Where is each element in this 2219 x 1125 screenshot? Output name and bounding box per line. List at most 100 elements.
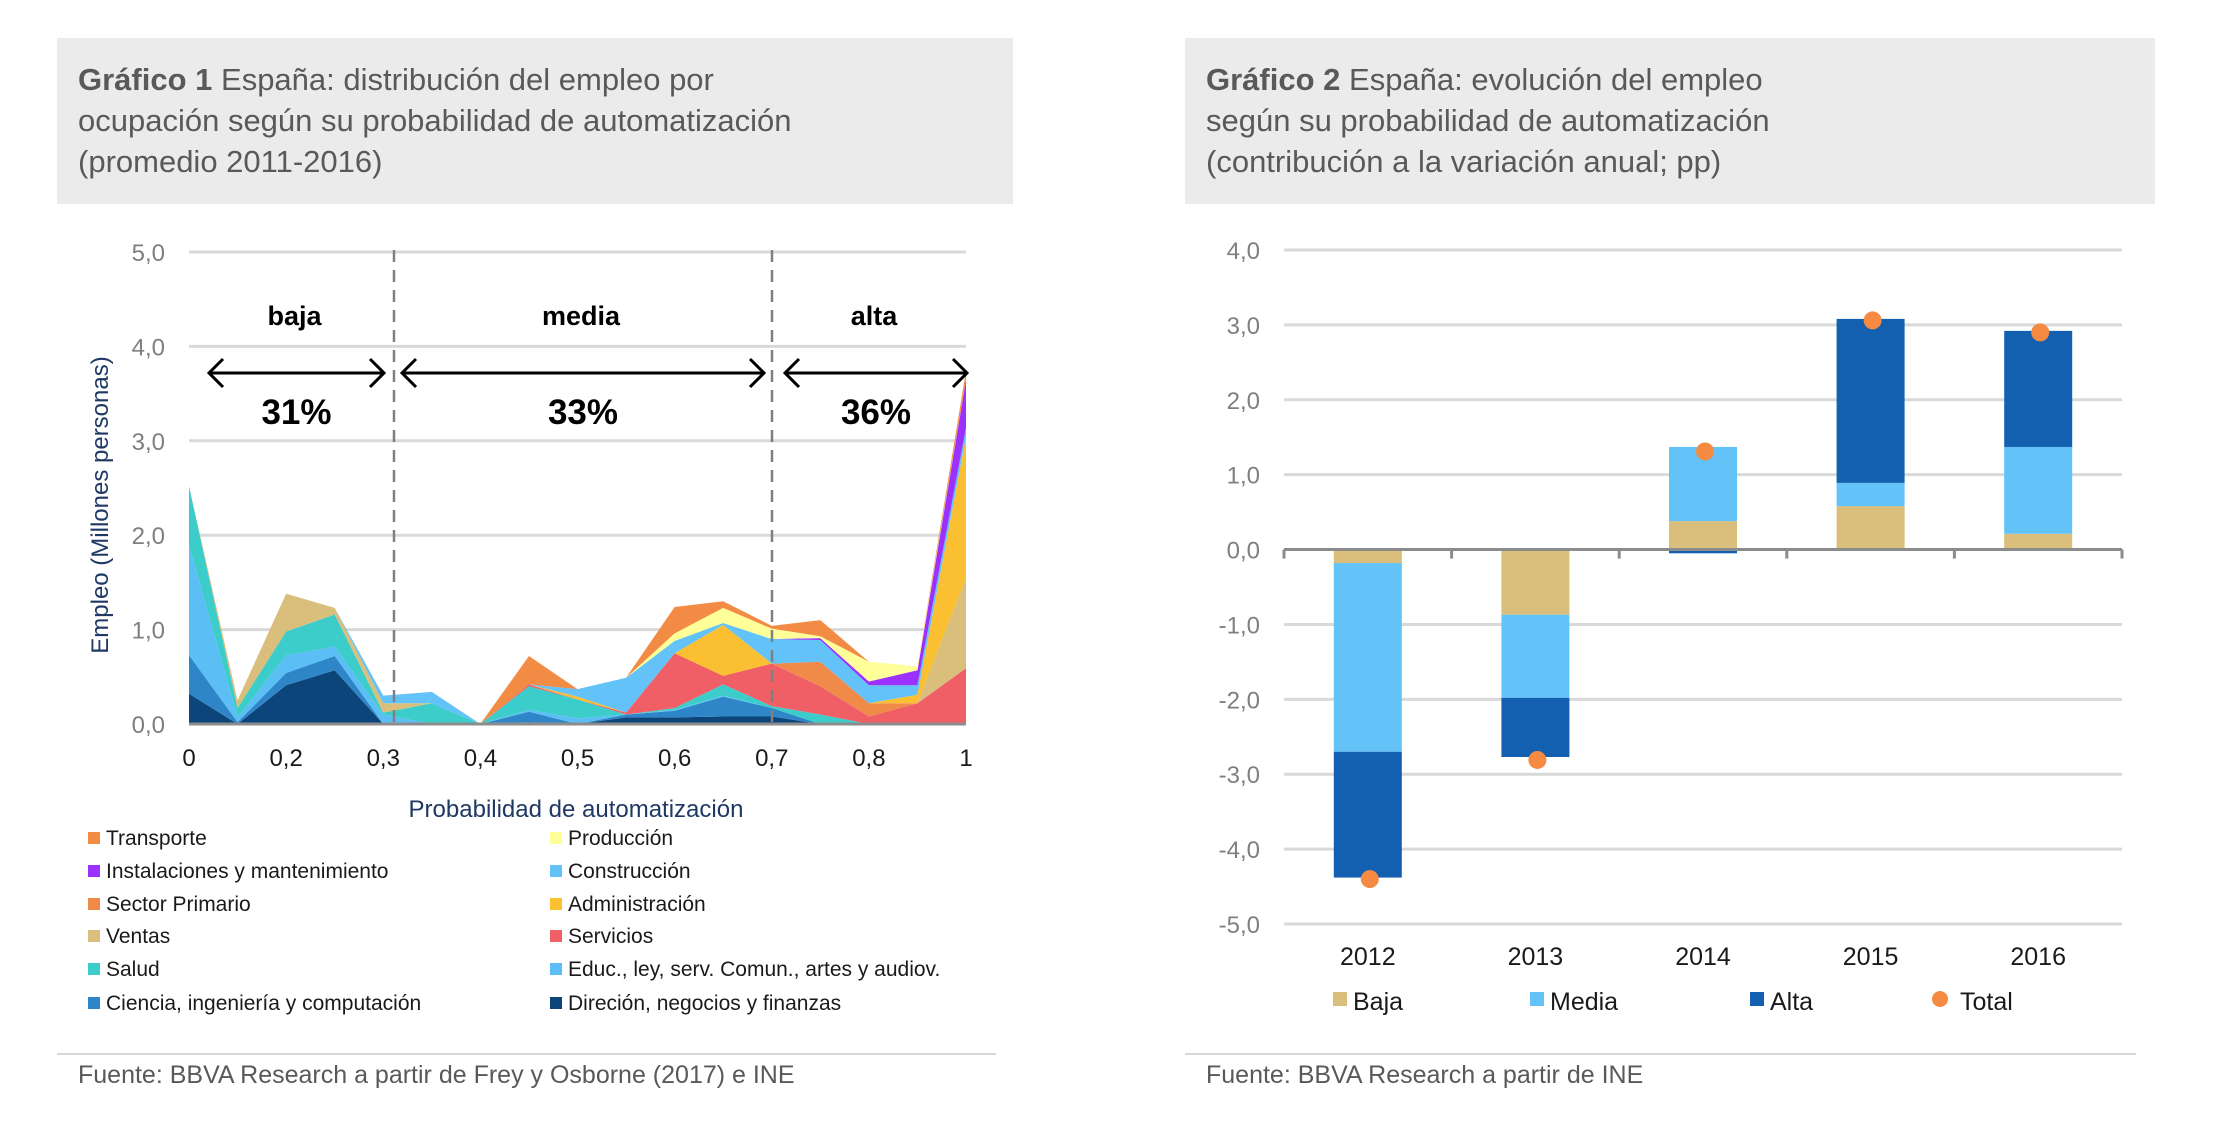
legend-label: Alta [1770, 988, 1813, 1016]
area-series-0 [189, 670, 966, 724]
bar-media-2016 [2004, 446, 2073, 534]
total-point-2016 [2031, 323, 2050, 342]
y-tick-label: -3,0 [1219, 762, 1260, 789]
legend-label: Direción, negocios y finanzas [568, 992, 841, 1015]
legend-swatch [1750, 992, 1764, 1006]
x-tick-label: 0,8 [852, 745, 885, 772]
chart1-title-line-3: (promedio 2011-2016) [78, 144, 382, 179]
x-tick-label: 2014 [1675, 943, 1731, 971]
x-tick-label: 2012 [1340, 943, 1396, 971]
bar-alta-2016 [2004, 330, 2073, 447]
bar-baja-2015 [1836, 506, 1905, 550]
x-tick-label: 2015 [1843, 943, 1899, 971]
legend-label: Sector Primario [106, 893, 251, 916]
legend-swatch [88, 997, 100, 1009]
double-arrow-icon [206, 357, 387, 389]
x-tick-label: 0,6 [658, 745, 691, 772]
bar-alta-2015 [1836, 318, 1905, 483]
zone-label: media [542, 301, 621, 331]
bar-baja-2016 [2004, 533, 2073, 550]
legend-swatch [550, 963, 562, 975]
y-tick-label: -1,0 [1219, 612, 1260, 639]
legend-label: Salud [106, 958, 160, 981]
legend-label: Construcción [568, 860, 691, 883]
total-point-2015 [1863, 311, 1882, 330]
x-tick-label: 1 [959, 745, 972, 772]
y-axis-label: Empleo (Millones personas) [87, 356, 114, 653]
chart1-legend: Transporte Producción Instalaciones y mant… [88, 827, 940, 1015]
y-tick-label: 1,0 [132, 618, 165, 645]
legend-swatch [550, 832, 562, 844]
legend-swatch [88, 930, 100, 942]
y-tick-label: -2,0 [1219, 687, 1260, 714]
double-arrow-icon [399, 357, 767, 389]
legend-swatch [88, 898, 100, 910]
y-tick-label: 1,0 [1227, 463, 1260, 490]
legend-swatch [88, 832, 100, 844]
legend-label: Ciencia, ingeniería y computación [106, 992, 421, 1015]
y-tick-label: 2,0 [1227, 388, 1260, 415]
x-tick-label: 0,3 [367, 745, 400, 772]
legend-label: Producción [568, 827, 673, 850]
bar-baja-2013 [1501, 549, 1570, 615]
bar-media-2015 [1836, 482, 1905, 507]
y-tick-label: 4,0 [1227, 238, 1260, 265]
x-tick-label: 0,4 [464, 745, 497, 772]
chart2-title-line-3: (contribución a la variación anual; pp) [1206, 144, 1721, 179]
chart1-title-box: Gráfico 1 España: distribución del emple… [57, 38, 1013, 204]
legend-swatch [1333, 992, 1347, 1006]
zone-share: 36% [841, 393, 911, 432]
legend-label: Administración [568, 893, 706, 916]
chart2-title-line-2: según su probabilidad de automatización [1206, 103, 1770, 138]
legend-swatch [88, 963, 100, 975]
bar-alta-2012 [1333, 751, 1402, 878]
bar-alta-2013 [1501, 697, 1570, 757]
legend-swatch [550, 865, 562, 877]
bar-baja-2014 [1669, 521, 1737, 550]
y-tick-label: -5,0 [1219, 912, 1260, 939]
chart2-plot: -5,0 -4,0 -3,0 -2,0 -1,0 0,0 1,0 2,0 3,0 4,0 2012 2… [1219, 238, 2124, 1016]
zone-label: alta [851, 301, 899, 331]
chart2-title-line-1: Gráfico 2 España: evolución del empleo [1206, 62, 1763, 97]
x-axis-label: Probabilidad de automatización [409, 796, 744, 823]
legend-label: Ventas [106, 925, 170, 948]
y-tick-label: -4,0 [1219, 837, 1260, 864]
legend-label: Baja [1353, 988, 1403, 1016]
legend-label: Instalaciones y mantenimiento [106, 860, 389, 883]
area-series-4 [189, 486, 966, 724]
y-tick-label: 3,0 [132, 429, 165, 456]
zone-label: baja [267, 301, 322, 331]
x-tick-label: 0,2 [269, 745, 302, 772]
x-tick-label: 0,7 [755, 745, 788, 772]
total-point-2014 [1696, 442, 1714, 461]
chart1-title-line-2: ocupación según su probabilidad de autom… [78, 103, 792, 138]
y-tick-label: 0,0 [132, 712, 165, 739]
bar-alta-2014 [1669, 549, 1737, 554]
y-tick-label: 2,0 [132, 523, 165, 550]
legend-label: Educ., ley, serv. Comun., artes y audiov… [568, 958, 940, 981]
x-tick-label: 0 [182, 745, 195, 772]
bar-media-2013 [1501, 614, 1570, 698]
x-tick-label: 2016 [2010, 943, 2066, 971]
bar-baja-2012 [1333, 549, 1402, 564]
chart1-plot: 0,0 1,0 2,0 3,0 4,0 5,0 0 0,2 0,3 0,4 0,5 0,6 0,7 0,8… [87, 240, 973, 823]
total-point-2013 [1528, 750, 1547, 769]
y-tick-label: 0,0 [1227, 538, 1260, 565]
y-tick-label: 4,0 [132, 334, 165, 361]
legend-swatch-total [1932, 991, 1948, 1007]
legend-label: Transporte [106, 827, 207, 850]
zone-share: 33% [548, 393, 618, 432]
legend-swatch [1530, 992, 1544, 1006]
legend-swatch [550, 898, 562, 910]
legend-swatch [550, 997, 562, 1009]
legend-label: Media [1550, 988, 1618, 1016]
chart2-source: Fuente: BBVA Research a partir de INE [1206, 1061, 1643, 1089]
total-point-2012 [1360, 870, 1379, 889]
chart1-title-line-1: Gráfico 1 España: distribución del emple… [78, 62, 714, 97]
chart1-source: Fuente: BBVA Research a partir de Frey y… [78, 1061, 795, 1089]
zone-share: 31% [261, 393, 331, 432]
bar-media-2012 [1333, 563, 1402, 752]
y-tick-label: 5,0 [132, 240, 165, 267]
legend-swatch [550, 930, 562, 942]
